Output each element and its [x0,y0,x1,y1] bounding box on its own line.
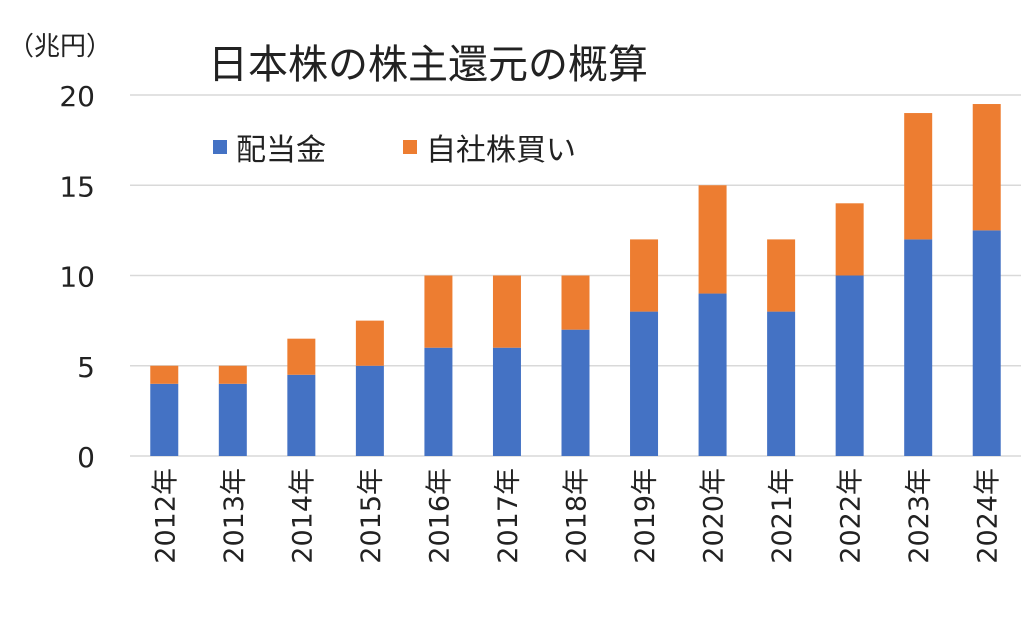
x-tick-label: 2023年 [904,468,935,564]
bar-buybacks [767,239,796,312]
x-tick-label: 2018年 [562,468,593,564]
x-tick-label: 2016年 [424,468,455,564]
bar-buybacks [150,365,179,384]
bar-buybacks [492,275,521,348]
bar-dividends [355,365,384,456]
bar-dividends [904,239,933,456]
bar-dividends [698,293,727,456]
x-tick-label: 2017年 [493,468,524,564]
bar-buybacks [835,203,864,276]
y-tick-label: 5 [77,351,95,384]
bar-buybacks [561,275,590,330]
y-tick-label: 10 [59,261,95,294]
x-tick-label: 2024年 [973,468,1004,564]
bar-buybacks [972,104,1001,231]
bar-buybacks [424,275,453,348]
x-tick-label: 2022年 [836,468,867,564]
unit-label: （兆円） [8,32,112,62]
bar-dividends [767,311,796,456]
x-tick-label: 2013年 [219,468,250,564]
bar-dividends [492,347,521,456]
bar-dividends [835,275,864,456]
bar-buybacks [287,338,316,375]
bar-buybacks [904,113,933,240]
legend-swatch-buybacks [403,140,417,154]
bar-dividends [630,311,659,456]
x-tick-label: 2014年 [287,468,318,564]
bar-dividends [218,383,247,456]
x-tick-label: 2012年 [150,468,181,564]
bar-dividends [972,230,1001,456]
bar-dividends [287,374,316,456]
bar-buybacks [698,185,727,294]
y-tick-label: 0 [77,441,95,474]
x-tick-label: 2015年 [356,468,387,564]
bar-dividends [561,329,590,456]
legend-label-buybacks: 自社株買い [426,133,576,168]
y-tick-label: 20 [59,80,95,113]
x-tick-label: 2021年 [767,468,798,564]
bar-buybacks [630,239,659,312]
x-tick-label: 2020年 [699,468,730,564]
bar-buybacks [355,320,384,366]
bar-buybacks [218,365,247,384]
chart-title: 日本株の株主還元の概算 [208,42,648,88]
x-tick-label: 2019年 [630,468,661,564]
legend-swatch-dividends [213,140,227,154]
y-tick-label: 15 [59,170,95,203]
bar-dividends [424,347,453,456]
legend-label-dividends: 配当金 [236,133,326,168]
bar-dividends [150,383,179,456]
legend: 配当金 自社株買い [213,133,576,168]
